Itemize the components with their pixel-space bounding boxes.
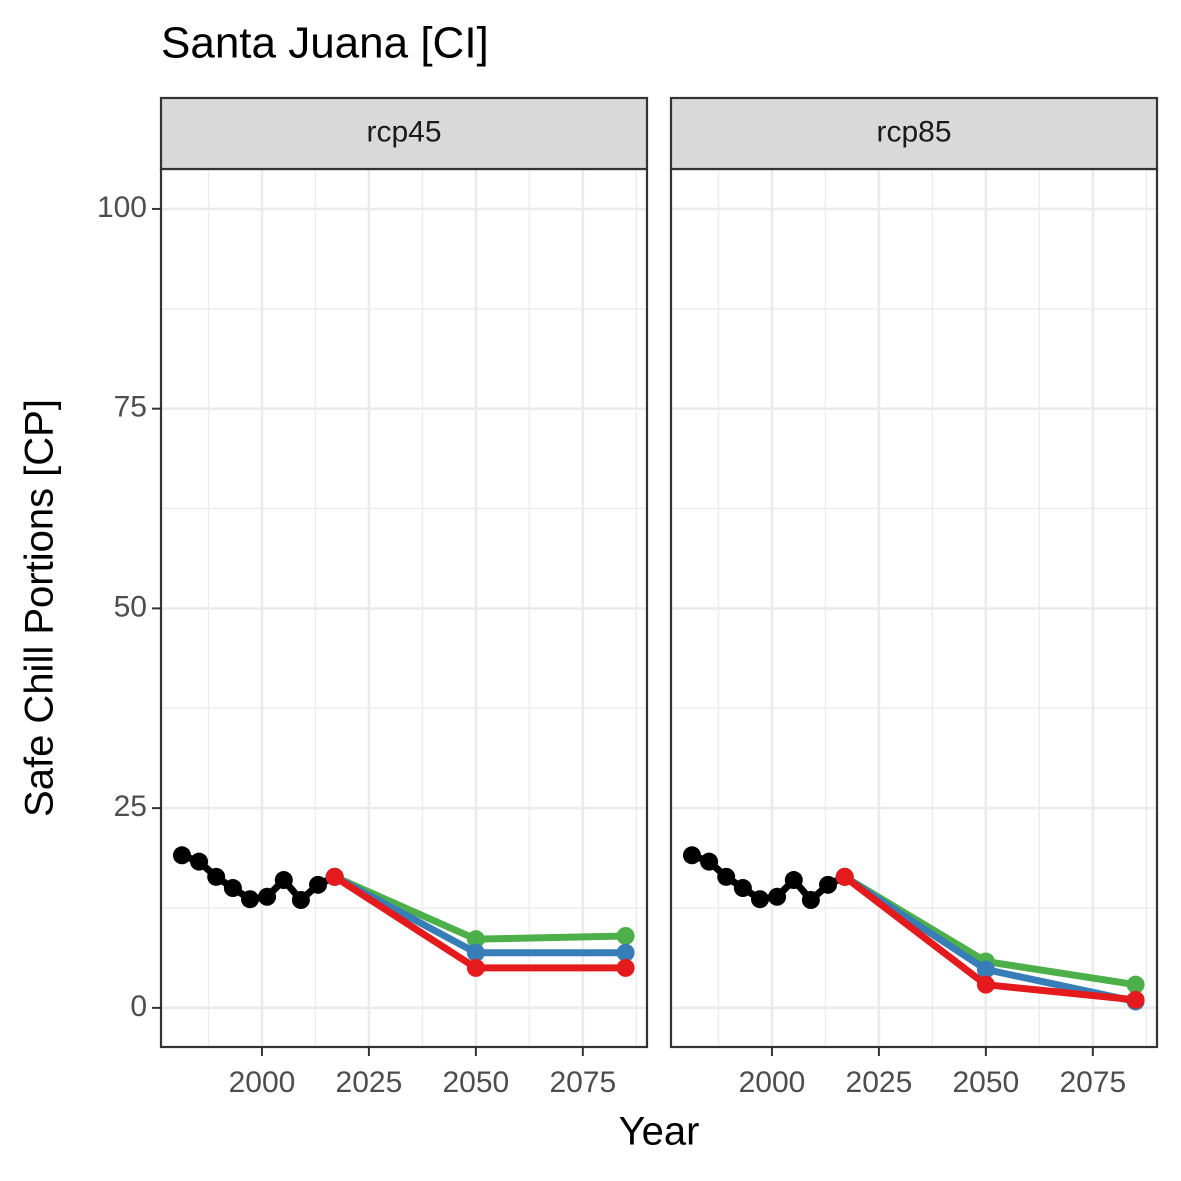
point (750, 890, 769, 909)
point (172, 846, 191, 865)
point (274, 871, 293, 890)
x-tick-label: 2050 (952, 1066, 1019, 1099)
x-tick-label: 2000 (739, 1066, 806, 1099)
point (291, 891, 310, 910)
point (190, 852, 209, 871)
point (325, 867, 344, 886)
point (466, 958, 485, 977)
x-tick-label: 2025 (846, 1066, 913, 1099)
x-tick-label: 2000 (229, 1066, 296, 1099)
x-tick-label: 2025 (336, 1066, 403, 1099)
point (682, 846, 701, 865)
strip (159, 96, 649, 171)
point (1126, 990, 1145, 1009)
point (466, 930, 485, 949)
strip (669, 96, 1159, 171)
point (700, 852, 719, 871)
point (616, 958, 635, 977)
point (733, 879, 752, 898)
y-tick-label: 25 (114, 790, 147, 823)
point (616, 926, 635, 945)
point (819, 875, 838, 894)
point (1126, 975, 1145, 994)
point (207, 867, 226, 886)
point (717, 867, 736, 886)
point (784, 871, 803, 890)
point (768, 887, 787, 906)
y-axis-title: Safe Chill Portions [CP] (18, 399, 62, 817)
x-tick-label: 2075 (549, 1066, 616, 1099)
chart-title: Santa Juana [CI] (161, 19, 489, 68)
point (240, 890, 259, 909)
y-tick-label: 100 (97, 191, 147, 224)
point (835, 867, 854, 886)
point (976, 960, 995, 979)
point (801, 891, 820, 910)
point (309, 875, 328, 894)
strip-label: rcp45 (366, 115, 441, 148)
x-axis-title: Year (619, 1110, 700, 1154)
y-tick-label: 0 (130, 990, 147, 1023)
x-tick-label: 2075 (1059, 1066, 1126, 1099)
y-tick-label: 50 (114, 590, 147, 623)
point (258, 887, 277, 906)
point (223, 879, 242, 898)
point (976, 975, 995, 994)
strip-label: rcp85 (876, 115, 951, 148)
point (466, 943, 485, 962)
x-tick-label: 2050 (442, 1066, 509, 1099)
y-tick-label: 75 (114, 391, 147, 424)
point (616, 943, 635, 962)
